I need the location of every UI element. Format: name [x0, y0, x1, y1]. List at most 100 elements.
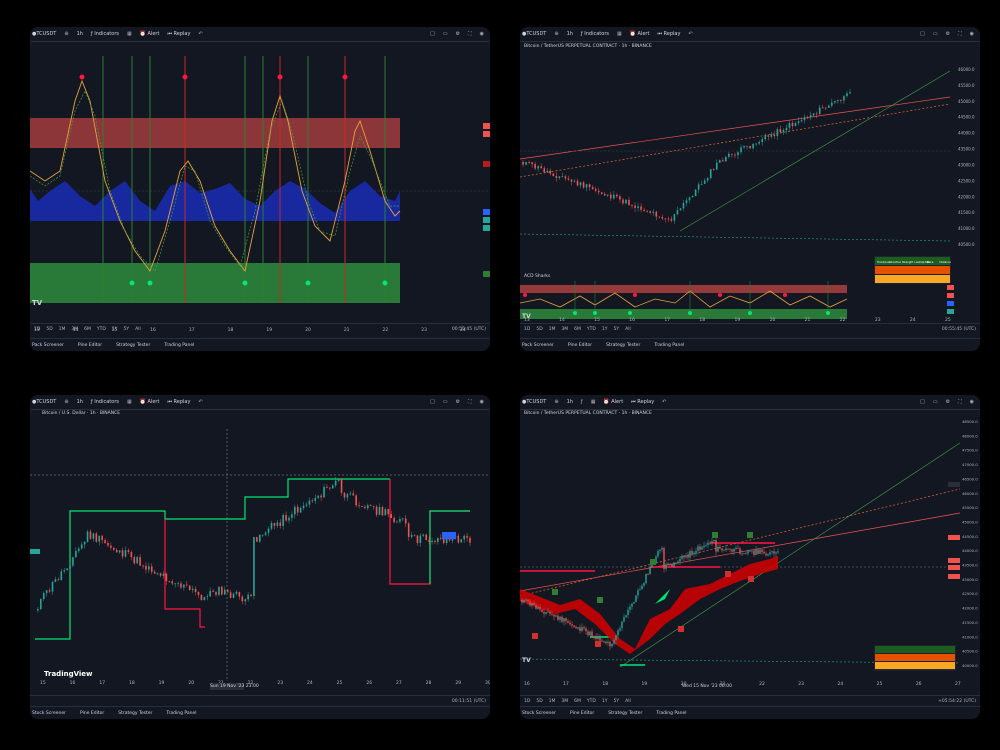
alert-button[interactable]: ⏰ Alert	[139, 399, 160, 405]
tab-strategy-tester[interactable]: Strategy Tester	[118, 710, 153, 716]
add-symbol-icon[interactable]: ⊕	[554, 399, 559, 405]
price-chart[interactable]: 15161718192021222324252627282930	[30, 409, 490, 693]
tab-pine-editor[interactable]: Pine Editor	[79, 710, 105, 716]
fullscreen-icon[interactable]: ⛶	[468, 31, 472, 37]
price-chart[interactable]: 48500.0 48000.0 47500.0 47000.0 46500.0 46000…	[520, 409, 980, 689]
symbol-search[interactable]: ●TCUSDT	[522, 399, 547, 405]
tf-5y[interactable]: 5Y	[613, 698, 620, 704]
settings-icon[interactable]: ⚙	[455, 31, 461, 37]
tab-trading-panel[interactable]: Trading Panel	[654, 342, 685, 348]
tf-1m[interactable]: 1M	[548, 326, 556, 332]
clock[interactable]: 00:11:51 (UTC)	[451, 698, 486, 704]
alert-button[interactable]: ⏰ Alert	[629, 31, 650, 37]
tf-6m[interactable]: 6M	[574, 326, 581, 332]
oscillator-chart[interactable]: 13 14 15 16 17 18 19 20 21 22 23 24	[30, 41, 490, 341]
symbol-search[interactable]: ●TCUSDT	[32, 31, 57, 37]
tf-1m[interactable]: 1M	[548, 698, 556, 704]
add-symbol-icon[interactable]: ⊕	[554, 31, 559, 37]
clock[interactable]: +05:54:22 (UTC)	[938, 698, 976, 704]
layout-select-icon[interactable]: □	[430, 399, 435, 405]
indicators-button[interactable]: ƒ Indicators	[580, 31, 609, 37]
clock[interactable]: 00:55:45 (UTC)	[451, 326, 486, 332]
interval-selector[interactable]: 1h	[76, 399, 83, 405]
tf-1d[interactable]: 1D	[524, 326, 531, 332]
undo-icon[interactable]: ↶	[198, 31, 203, 37]
templates-icon[interactable]: ▭	[932, 399, 938, 405]
tab-screener[interactable]: Pack Screener	[522, 342, 554, 348]
layout-select-icon[interactable]: □	[920, 399, 925, 405]
indicators-button[interactable]: ƒ Indicators	[90, 399, 119, 405]
settings-icon[interactable]: ⚙	[945, 399, 951, 405]
alert-button[interactable]: ⏰ Alert	[139, 31, 160, 37]
tf-1y[interactable]: 1Y	[111, 326, 118, 332]
tf-5y[interactable]: 5Y	[123, 326, 130, 332]
tf-3m[interactable]: 3M	[71, 326, 79, 332]
layout-icon[interactable]: ▦	[126, 399, 132, 405]
indicators-button[interactable]: ƒ Indicators	[90, 31, 119, 37]
fullscreen-icon[interactable]: ⛶	[958, 399, 962, 405]
tab-screener[interactable]: Pack Screener	[32, 342, 64, 348]
screenshot-icon[interactable]: ◉	[969, 31, 974, 37]
interval-selector[interactable]: 1h	[76, 31, 83, 37]
layout-icon[interactable]: ▦	[126, 31, 132, 37]
symbol-search[interactable]: ●TCUSDT	[32, 399, 57, 405]
tf-5y[interactable]: 5Y	[613, 326, 620, 332]
tab-pine-editor[interactable]: Pine Editor	[567, 342, 593, 348]
layout-icon[interactable]: ▦	[590, 399, 596, 405]
replay-button[interactable]: ⏮ Replay	[657, 31, 681, 37]
templates-icon[interactable]: ▭	[932, 31, 938, 37]
price-chart[interactable]: 46000.0 45500.0 45000.0 44500.0 44000.0 43500…	[520, 41, 980, 325]
tab-strategy-tester[interactable]: Strategy Tester	[606, 342, 641, 348]
tf-6m[interactable]: 6M	[84, 326, 91, 332]
undo-icon[interactable]: ↶	[688, 31, 693, 37]
tf-5d[interactable]: 5D	[536, 698, 543, 704]
tf-1d[interactable]: 1D	[524, 698, 531, 704]
replay-button[interactable]: ⏮ Replay	[167, 399, 191, 405]
tf-1y[interactable]: 1Y	[601, 698, 608, 704]
replay-button[interactable]: ⏮ Replay	[631, 399, 655, 405]
tab-trading-panel[interactable]: Trading Panel	[164, 342, 195, 348]
undo-icon[interactable]: ↶	[198, 399, 203, 405]
tf-3m[interactable]: 3M	[561, 326, 569, 332]
alert-button[interactable]: ⏰ Alert	[603, 399, 624, 405]
templates-icon[interactable]: ▭	[442, 31, 448, 37]
tab-pine-editor[interactable]: Pine Editor	[77, 342, 103, 348]
fullscreen-icon[interactable]: ⛶	[958, 31, 962, 37]
tab-pine-editor[interactable]: Pine Editor	[569, 710, 595, 716]
tf-5d[interactable]: 5D	[536, 326, 543, 332]
interval-selector[interactable]: 1h	[566, 31, 573, 37]
tf-3m[interactable]: 3M	[561, 698, 569, 704]
settings-icon[interactable]: ⚙	[945, 31, 951, 37]
screenshot-icon[interactable]: ◉	[479, 31, 484, 37]
replay-button[interactable]: ⏮ Replay	[167, 31, 191, 37]
clock[interactable]: 00:55:45 (UTC)	[941, 326, 976, 332]
undo-icon[interactable]: ↶	[662, 399, 667, 405]
add-symbol-icon[interactable]: ⊕	[64, 31, 69, 37]
tf-1y[interactable]: 1Y	[601, 326, 608, 332]
tf-6m[interactable]: 6M	[574, 698, 581, 704]
screenshot-icon[interactable]: ◉	[969, 399, 974, 405]
tab-trading-panel[interactable]: Trading Panel	[656, 710, 687, 716]
tab-trading-panel[interactable]: Trading Panel	[166, 710, 197, 716]
symbol-search[interactable]: ●TCUSDT	[522, 31, 547, 37]
tf-ytd[interactable]: YTD	[586, 326, 596, 332]
tf-1m[interactable]: 1M	[58, 326, 66, 332]
tf-ytd[interactable]: YTD	[586, 698, 596, 704]
tf-all[interactable]: All	[135, 326, 141, 332]
tf-5d[interactable]: 5D	[46, 326, 53, 332]
tf-all[interactable]: All	[625, 698, 631, 704]
tab-screener[interactable]: Stock Screener	[522, 710, 556, 716]
layout-select-icon[interactable]: □	[920, 31, 925, 37]
interval-selector[interactable]: 1h	[566, 399, 573, 405]
add-symbol-icon[interactable]: ⊕	[64, 399, 69, 405]
tab-strategy-tester[interactable]: Strategy Tester	[608, 710, 643, 716]
settings-icon[interactable]: ⚙	[455, 399, 461, 405]
fullscreen-icon[interactable]: ⛶	[468, 399, 472, 405]
tab-strategy-tester[interactable]: Strategy Tester	[116, 342, 151, 348]
tf-1d[interactable]: 1D	[34, 326, 41, 332]
tab-screener[interactable]: Stock Screener	[32, 710, 66, 716]
indicators-icon[interactable]: ƒ	[580, 399, 583, 405]
templates-icon[interactable]: ▭	[442, 399, 448, 405]
screenshot-icon[interactable]: ◉	[479, 399, 484, 405]
tf-all[interactable]: All	[625, 326, 631, 332]
